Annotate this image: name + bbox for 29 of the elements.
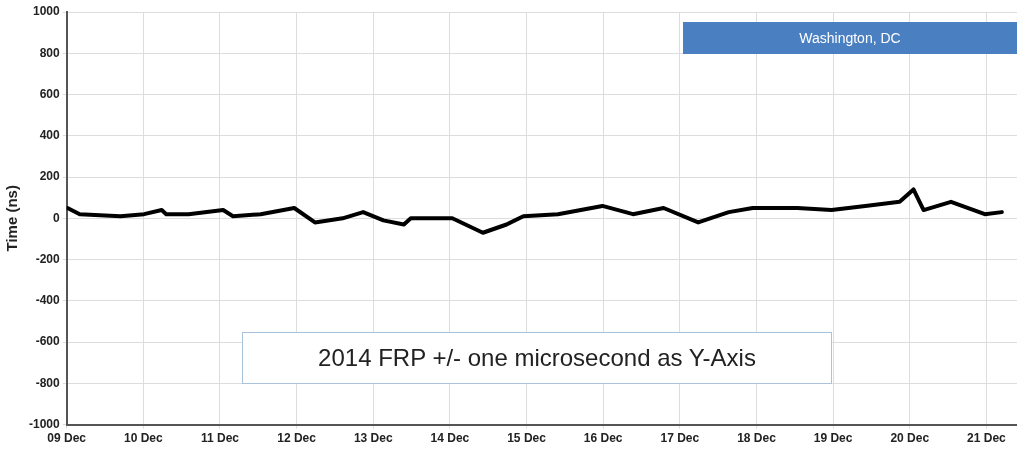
- x-tick-label: 13 Dec: [353, 431, 393, 446]
- x-tick-label: 16 Dec: [583, 431, 623, 446]
- x-tick-label: 11 Dec: [200, 431, 240, 446]
- x-tick-label: 09 Dec: [47, 431, 87, 446]
- y-tick-label: -400: [35, 293, 60, 308]
- y-tick-label: 200: [39, 169, 61, 184]
- y-tick-label: 0: [53, 210, 60, 225]
- x-tick-label: 20 Dec: [890, 431, 930, 446]
- y-axis-title: Time (ns): [3, 185, 21, 252]
- y-tick-label: -1000: [28, 416, 61, 431]
- x-tick-label: 17 Dec: [660, 431, 700, 446]
- y-tick-label: -200: [35, 251, 60, 266]
- y-tick-label: 400: [39, 128, 61, 143]
- text-box: 2014 FRP +/- one microsecond as Y-Axis: [242, 332, 832, 384]
- y-tick-label: -600: [35, 334, 60, 349]
- x-tick-label: 21 Dec: [967, 431, 1007, 446]
- text-box: Washington, DC: [683, 22, 1017, 54]
- annotation: Washington, DC: [799, 30, 901, 46]
- annotation: 2014 FRP +/- one microsecond as Y-Axis: [318, 344, 756, 372]
- y-tick-label: 800: [39, 45, 61, 60]
- y-tick-label: 600: [39, 86, 61, 101]
- x-tick-label: 18 Dec: [737, 431, 777, 446]
- y-tick-label: 1000: [32, 4, 61, 19]
- x-tick-label: 12 Dec: [277, 431, 317, 446]
- x-tick-label: 19 Dec: [813, 431, 853, 446]
- x-tick-label: 14 Dec: [430, 431, 470, 446]
- x-tick-label: 10 Dec: [123, 431, 163, 446]
- y-tick-label: -800: [35, 375, 60, 390]
- x-tick-label: 15 Dec: [507, 431, 547, 446]
